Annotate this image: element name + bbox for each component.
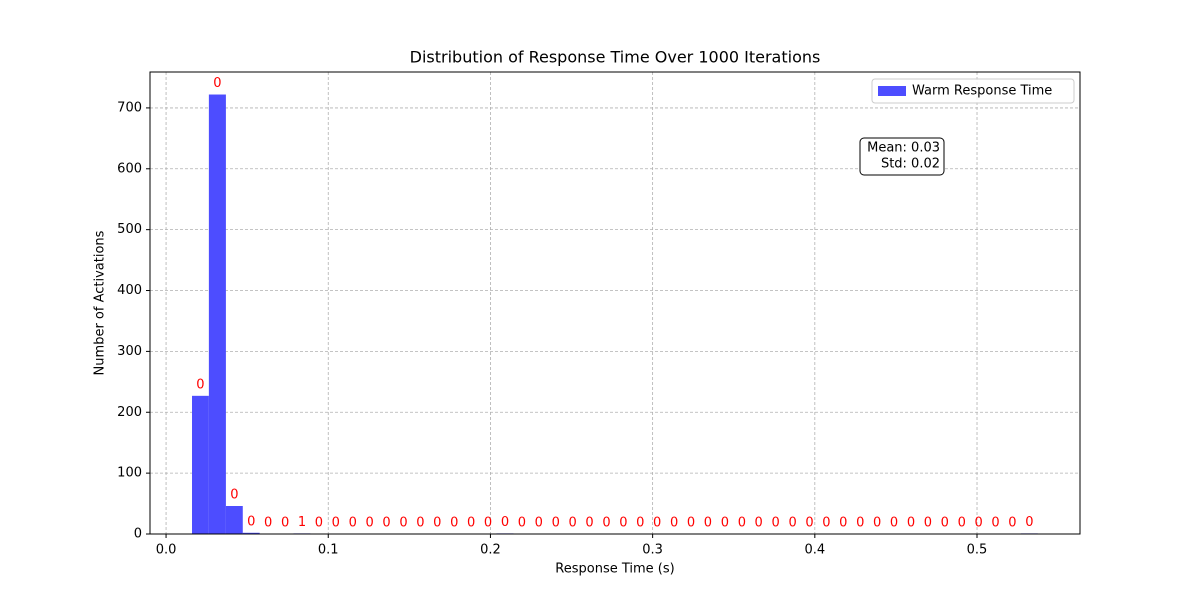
bar-label: 0: [704, 516, 712, 531]
bar-label: 0: [924, 516, 932, 531]
bar-label: 0: [332, 516, 340, 531]
bar-label: 0: [839, 516, 847, 531]
x-tick-label: 0.2: [480, 543, 501, 558]
bar-label: 0: [602, 516, 610, 531]
bar-label: 0: [518, 516, 526, 531]
bar-label: 0: [399, 516, 407, 531]
bar-label: 0: [619, 516, 627, 531]
x-tick-label: 0.0: [156, 543, 177, 558]
bar-label: 0: [822, 516, 830, 531]
y-axis-label: Number of Activations: [93, 230, 108, 375]
bar-label: 0: [315, 516, 323, 531]
y-tick-label: 500: [117, 222, 142, 237]
y-tick-label: 600: [117, 161, 142, 176]
bar-label: 0: [653, 516, 661, 531]
y-tick-label: 700: [117, 100, 142, 115]
y-tick-label: 100: [117, 466, 142, 481]
x-tick-label: 0.5: [967, 543, 988, 558]
bar-label: 0: [501, 515, 509, 530]
bar-label: 0: [264, 516, 272, 531]
bar-label: 1: [298, 515, 306, 530]
bar-label: 0: [484, 516, 492, 531]
y-tick-label: 0: [134, 527, 142, 542]
bar-label: 0: [958, 516, 966, 531]
y-tick-label: 200: [117, 405, 142, 420]
bar-label: 0: [552, 516, 560, 531]
bar-label: 0: [213, 76, 221, 91]
bar-label: 0: [382, 516, 390, 531]
bar-label: 0: [755, 516, 763, 531]
bar-label: 0: [569, 516, 577, 531]
stats-box: [859, 137, 945, 176]
bar-label: 0: [450, 516, 458, 531]
bar-label: 0: [416, 516, 424, 531]
bar-label: 0: [974, 516, 982, 531]
bar-label: 0: [805, 516, 813, 531]
bar-label: 0: [433, 516, 441, 531]
bar-label: 0: [738, 516, 746, 531]
legend-box: [871, 78, 1075, 104]
bar-label: 0: [365, 516, 373, 531]
bar-label: 0: [670, 516, 678, 531]
bar-label: 0: [788, 516, 796, 531]
bar-label: 0: [247, 514, 255, 529]
bar-label: 0: [1008, 516, 1016, 531]
bar-label: 0: [873, 516, 881, 531]
bar-label: 0: [772, 516, 780, 531]
bar-label: 0: [196, 377, 204, 392]
bar-label: 0: [535, 516, 543, 531]
bar: [192, 395, 209, 534]
bar-label: 0: [991, 516, 999, 531]
bar-label: 0: [907, 516, 915, 531]
bar: [225, 506, 243, 534]
x-axis-label: Response Time (s): [555, 562, 674, 577]
chart-title: Distribution of Response Time Over 1000 …: [410, 48, 821, 67]
y-tick-label: 400: [117, 283, 142, 298]
legend-swatch: [878, 86, 906, 96]
bar-label: 0: [230, 488, 238, 503]
stats-text: Std: 0.02: [881, 157, 940, 172]
y-tick-label: 300: [117, 344, 142, 359]
bar-label: 0: [585, 516, 593, 531]
x-tick-label: 0.3: [642, 543, 663, 558]
bar-label: 0: [281, 516, 289, 531]
bar-label: 0: [636, 516, 644, 531]
bar-label: 0: [941, 516, 949, 531]
legend-label: Warm Response Time: [912, 84, 1052, 99]
bar-label: 0: [890, 516, 898, 531]
plot-frame: [149, 71, 1081, 535]
x-tick-label: 0.4: [804, 543, 825, 558]
bar-label: 0: [1025, 515, 1033, 530]
bar-label: 0: [349, 516, 357, 531]
bar-label: 0: [856, 516, 864, 531]
bar-label: 0: [721, 516, 729, 531]
stats-text: Mean: 0.03: [867, 141, 940, 156]
bar-label: 0: [687, 516, 695, 531]
bar-label: 0: [467, 516, 475, 531]
x-tick-label: 0.1: [318, 543, 339, 558]
bar: [242, 532, 260, 534]
bar: [208, 94, 226, 535]
